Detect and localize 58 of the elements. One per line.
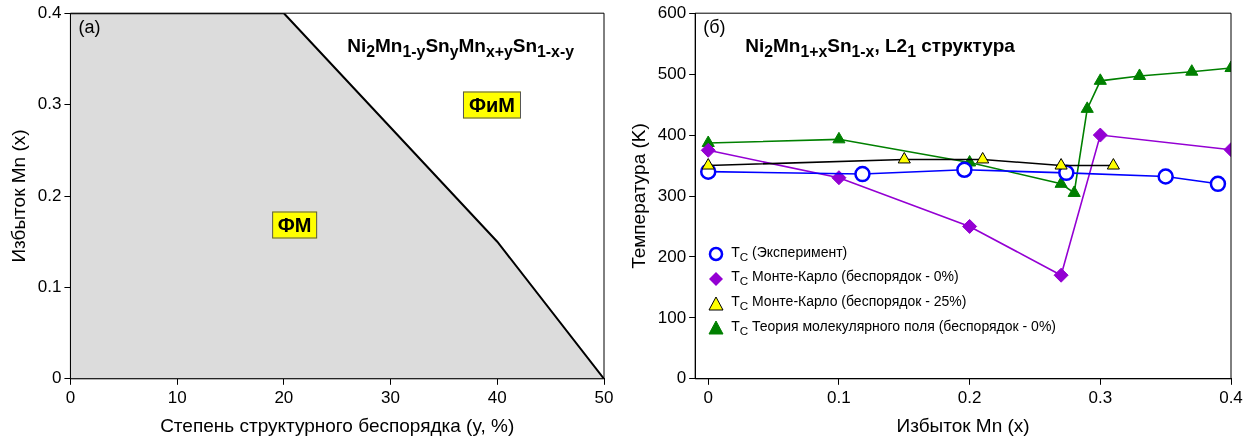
y-axis-title: Избыток Mn (x) xyxy=(7,129,29,263)
point xyxy=(1209,175,1227,193)
x-tick-label: 40 xyxy=(487,387,507,407)
x-tick-label: 50 xyxy=(594,387,614,407)
y-tick-label: 200 xyxy=(657,246,687,266)
chart-title: Ni$_{2}$Mn$_{1-y}$Sn$_{y}$Mn$_{x+y}$Sn$_{1-x-y}$ xyxy=(347,35,574,60)
y-tick-label: 300 xyxy=(657,185,687,205)
y-tick-label: 600 xyxy=(657,2,687,22)
point xyxy=(701,158,715,170)
x-tick-label: 10 xyxy=(167,387,187,407)
legend-label: T$_{C}$ Монте-Карло (беспорядок - 0%) xyxy=(731,267,959,290)
point xyxy=(976,151,990,164)
x-tick-label: 0.4 xyxy=(1219,387,1243,407)
point xyxy=(1054,158,1068,170)
chart-title: Ni$_{2}$Mn$_{1+x}$Sn$_{1-x}$, L2$_{1}$ структура xyxy=(745,35,1015,60)
point xyxy=(1080,101,1094,113)
x-tick-label: 0 xyxy=(703,387,713,407)
x-tick-label: 0.3 xyxy=(1088,387,1113,407)
point xyxy=(831,170,847,186)
y-tick-label: 0 xyxy=(51,368,62,388)
y-tick-label: 0 xyxy=(676,368,687,388)
y-tick-label: 500 xyxy=(657,63,687,83)
point xyxy=(956,161,973,179)
x-axis-title: Степень структурного беспорядка (y, %) xyxy=(160,414,515,436)
point xyxy=(1185,64,1199,76)
x-tick-label: 0 xyxy=(65,387,76,407)
legend-label: T$_{C}$ Монте-Карло (беспорядок - 25%) xyxy=(731,292,967,314)
y-tick-label: 0.4 xyxy=(37,2,62,22)
y-tick-label: 0.1 xyxy=(37,277,62,297)
point xyxy=(962,218,978,234)
point xyxy=(854,165,871,183)
y-tick-label: 100 xyxy=(657,307,687,327)
x-tick-label: 0.1 xyxy=(827,387,851,407)
point xyxy=(832,131,846,144)
legend-label: T$_{C}$ Теория молекулярного поля (беспорядок - 0%) xyxy=(731,317,1057,339)
x-axis-title: Избыток Mn (x) xyxy=(896,414,1030,436)
point xyxy=(1132,68,1147,80)
point xyxy=(700,142,716,158)
annotation: ФиМ xyxy=(462,91,521,119)
y-tick-label: 0.3 xyxy=(37,94,62,114)
point xyxy=(897,151,911,164)
annotation: ФМ xyxy=(271,211,318,239)
point xyxy=(1053,267,1069,283)
y-tick-label: 400 xyxy=(657,124,687,144)
point xyxy=(1067,185,1081,197)
point xyxy=(1157,168,1174,185)
y-axis-title: Температура (K) xyxy=(627,123,649,269)
point xyxy=(1093,73,1107,85)
x-tick-label: 30 xyxy=(381,387,401,407)
annotation: (a) xyxy=(78,17,101,39)
x-tick-label: 0.2 xyxy=(957,387,982,407)
point xyxy=(1092,127,1108,143)
legend-label: T$_{C}$ (Эксперимент) xyxy=(731,242,848,265)
point xyxy=(1106,158,1120,170)
point xyxy=(1054,176,1068,188)
annotation: (б) xyxy=(703,17,726,39)
y-tick-label: 0.2 xyxy=(37,185,62,205)
x-tick-label: 20 xyxy=(274,387,294,407)
